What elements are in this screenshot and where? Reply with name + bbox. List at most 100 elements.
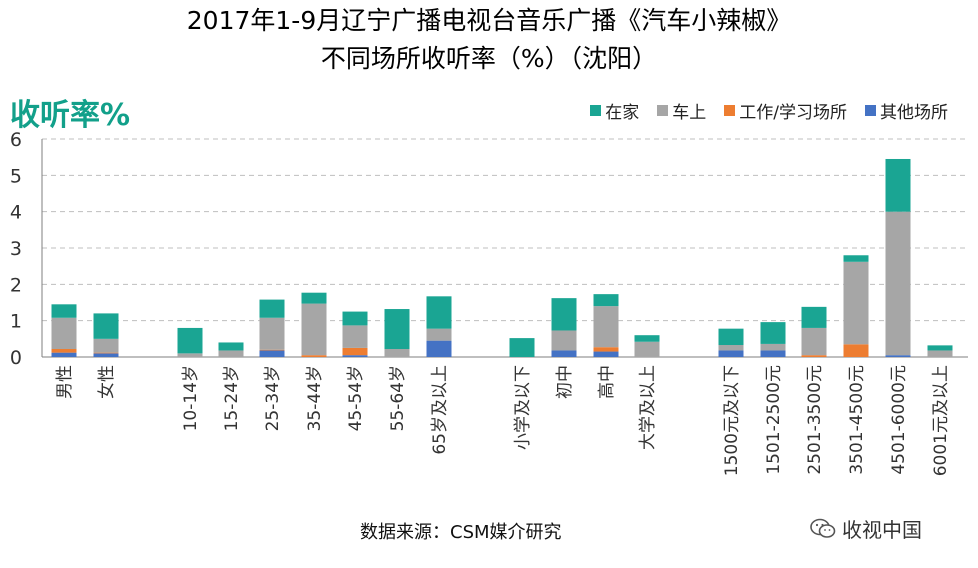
y-tick-label: 6	[10, 129, 22, 151]
bar-segment-car	[426, 328, 452, 341]
bar-segment-other	[760, 350, 786, 357]
watermark-text: 收视中国	[842, 518, 922, 542]
legend: 在家 车上 工作/学习场所 其他场所	[590, 98, 948, 123]
bar-segment-home	[885, 158, 911, 212]
x-tick-label: 2501-3500元	[805, 365, 825, 475]
legend-label-home: 在家	[605, 103, 640, 123]
bar-segment-home	[93, 313, 119, 339]
bar-segment-home	[177, 327, 203, 354]
x-tick-label: 10-14岁	[181, 365, 201, 431]
bar-segment-other	[593, 351, 619, 357]
y-tick-label: 0	[10, 347, 22, 369]
bar-segment-car	[301, 303, 327, 356]
bar-segment-home	[718, 328, 744, 346]
wechat-icon	[810, 518, 836, 538]
bar-segment-car	[218, 350, 244, 357]
data-source-note: 数据来源：CSM媒介研究	[360, 522, 562, 543]
bar-segment-work	[342, 347, 368, 356]
x-tick-label: 女性	[97, 365, 117, 399]
bar-segment-other	[718, 350, 744, 357]
bar-segment-car	[51, 317, 77, 350]
x-tick-label: 15-24岁	[222, 365, 242, 431]
bar-segment-car	[801, 327, 827, 356]
bar-segment-home	[843, 255, 869, 262]
chart-title-line2: 不同场所收听率（%）（沈阳）	[320, 44, 658, 73]
bar-segment-home	[342, 311, 368, 326]
bar-segment-home	[301, 292, 327, 304]
bar-segment-work	[593, 347, 619, 352]
legend-label-work: 工作/学习场所	[739, 103, 847, 123]
y-tick-label: 3	[10, 238, 22, 260]
bar-segment-home	[426, 296, 452, 329]
bar-segment-home	[927, 345, 953, 351]
bar-segment-home	[760, 322, 786, 344]
bar-segment-other	[885, 355, 911, 357]
bar-segment-home	[51, 304, 77, 318]
bar-segment-work	[301, 355, 327, 357]
bar-segment-work	[93, 352, 119, 354]
bar-segment-work	[259, 349, 285, 351]
bar-segment-other	[426, 340, 452, 357]
legend-item-work: 工作/学习场所	[724, 98, 847, 123]
bar-segment-car	[927, 350, 953, 357]
legend-item-car: 车上	[657, 98, 706, 123]
x-tick-label: 4501-6000元	[889, 365, 909, 475]
bar-segment-car	[843, 261, 869, 345]
bar-segment-other	[259, 350, 285, 357]
legend-swatch-other	[865, 105, 876, 116]
legend-swatch-car	[657, 105, 669, 116]
bar-segment-car	[384, 349, 410, 357]
x-tick-label: 初中	[555, 365, 575, 399]
chart-title-line1: 2017年1-9月辽宁广播电视台音乐广播《汽车小辣椒》	[186, 6, 792, 35]
bar-segment-home	[634, 335, 660, 342]
bar-segment-car	[259, 317, 285, 350]
bar-segment-home	[551, 298, 577, 331]
bar-segment-other	[551, 350, 577, 357]
bar-segment-car	[593, 306, 619, 348]
bar-segment-home	[801, 306, 827, 328]
bar-segment-car	[551, 330, 577, 351]
bar-segment-home	[259, 299, 285, 318]
y-tick-label: 2	[10, 274, 22, 296]
y-tick-label: 4	[10, 202, 22, 224]
y-axis-label: 收听率%	[10, 98, 131, 133]
bar-segment-work	[801, 355, 827, 357]
bar-segment-other	[342, 355, 368, 357]
bar-segment-home	[593, 294, 619, 307]
bar-segment-other	[93, 353, 119, 357]
legend-label-other: 其他场所	[880, 103, 948, 123]
watermark: 收视中国	[810, 514, 922, 543]
x-tick-label: 高中	[597, 365, 617, 399]
bar-segment-car	[885, 211, 911, 356]
y-tick-label: 5	[10, 165, 22, 187]
bar-segment-car	[634, 341, 660, 357]
x-tick-label: 35-44岁	[305, 365, 325, 431]
legend-item-other: 其他场所	[865, 98, 948, 123]
bar-segment-car	[177, 353, 203, 357]
x-tick-label: 男性	[55, 365, 75, 399]
bar-segment-car	[718, 345, 744, 351]
bar-segment-car	[93, 338, 119, 353]
legend-swatch-work	[724, 105, 736, 116]
y-tick-label: 1	[10, 311, 22, 333]
bar-segment-car	[342, 325, 368, 348]
bar-segment-other	[51, 352, 77, 357]
bar-segment-home	[218, 342, 244, 351]
x-tick-label: 3501-4500元	[847, 365, 867, 475]
x-tick-label: 25-34岁	[263, 365, 283, 431]
x-tick-label: 小学及以下	[513, 365, 533, 450]
x-tick-label: 1500元及以下	[722, 365, 742, 476]
x-tick-label: 55-64岁	[388, 365, 408, 431]
legend-label-car: 车上	[672, 103, 707, 123]
x-tick-label: 45-54岁	[346, 365, 366, 431]
bar-segment-home	[384, 309, 410, 350]
bar-segment-home	[509, 338, 535, 357]
bar-segment-work	[843, 344, 869, 357]
bar-segment-work	[51, 349, 77, 353]
legend-swatch-home	[590, 105, 602, 116]
legend-item-home: 在家	[590, 98, 639, 123]
x-tick-label: 大学及以上	[638, 365, 658, 450]
x-tick-label: 6001元及以上	[931, 365, 951, 476]
bar-segment-car	[760, 343, 786, 351]
